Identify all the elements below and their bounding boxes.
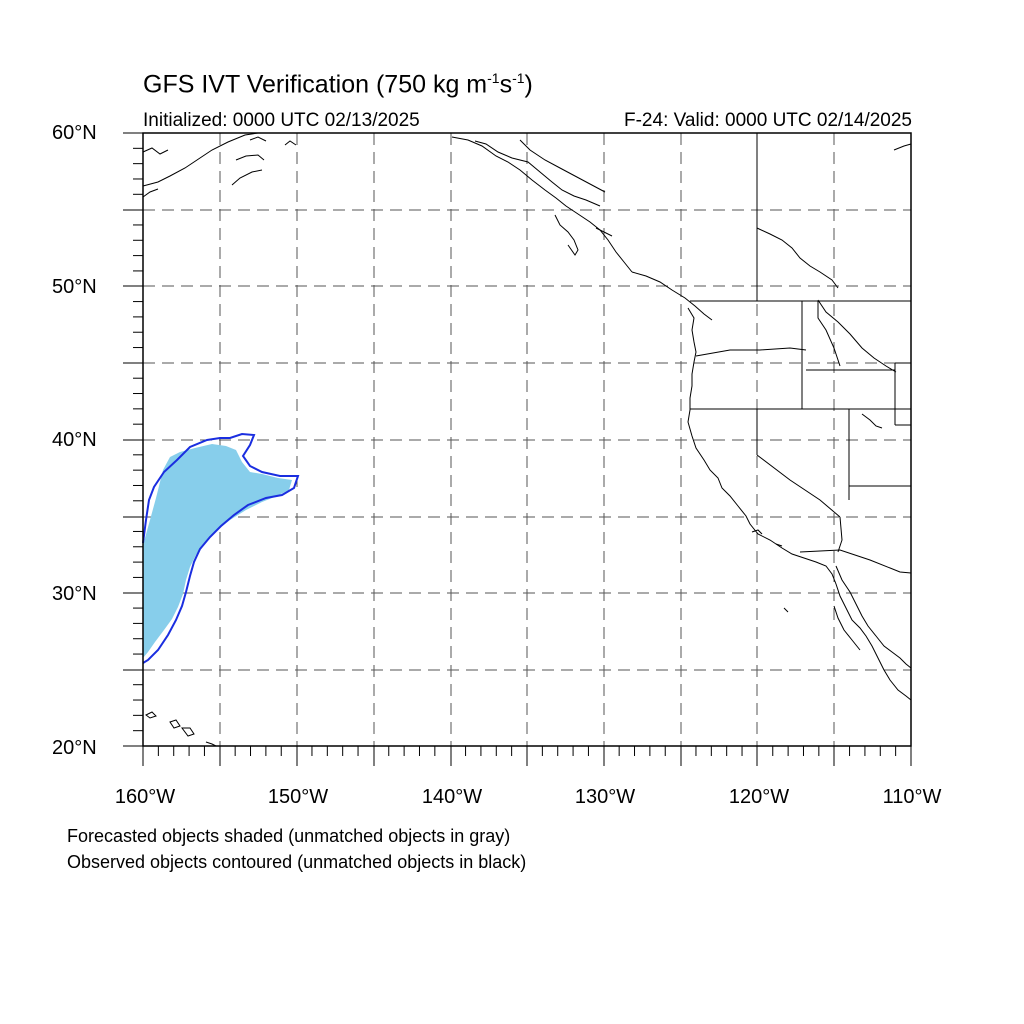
init-time-subtitle: Initialized: 0000 UTC 02/13/2025 [143, 110, 420, 131]
state-boundaries [690, 133, 912, 574]
lon-label-130w: 130°W [574, 786, 636, 808]
lon-label-160w: 160°W [114, 786, 176, 808]
forecast-legend-note: Forecasted objects shaded (unmatched obj… [67, 826, 511, 846]
forecast-ivt-object [143, 444, 292, 658]
minor-axis-ticks [133, 147, 897, 756]
valid-time-subtitle: F-24: Valid: 0000 UTC 02/14/2025 [624, 110, 912, 131]
chart-title: GFS IVT Verification (750 kg m-1s-1) [143, 70, 533, 99]
lon-label-140w: 140°W [421, 786, 483, 808]
map-gridlines [143, 133, 911, 746]
lon-label-110w: 110°W [882, 786, 942, 808]
lat-label-50n: 50°N [52, 276, 97, 298]
lat-label-20n: 20°N [52, 737, 97, 759]
axis-ticks [123, 132, 912, 766]
observed-ivt-contour [142, 432, 300, 664]
lon-label-150w: 150°W [267, 786, 329, 808]
lat-label-40n: 40°N [52, 429, 97, 451]
map-coastlines [142, 132, 912, 747]
observed-legend-note: Observed objects contoured (unmatched ob… [67, 852, 527, 872]
lat-label-60n: 60°N [52, 122, 97, 144]
lon-label-120w: 120°W [728, 786, 790, 808]
lat-label-30n: 30°N [52, 583, 97, 605]
map-frame [142, 132, 912, 747]
